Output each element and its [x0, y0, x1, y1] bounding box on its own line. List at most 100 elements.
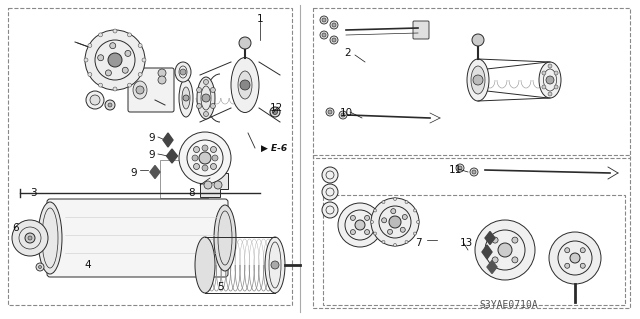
Circle shape: [322, 18, 326, 22]
FancyBboxPatch shape: [413, 21, 429, 39]
Polygon shape: [163, 133, 173, 147]
Circle shape: [330, 36, 338, 44]
Ellipse shape: [195, 237, 215, 293]
Circle shape: [158, 69, 166, 77]
Circle shape: [36, 263, 44, 271]
Circle shape: [389, 216, 401, 228]
Circle shape: [498, 243, 512, 257]
Circle shape: [542, 85, 546, 89]
Bar: [313, 8, 630, 158]
Circle shape: [472, 34, 484, 46]
Text: 10: 10: [340, 108, 353, 118]
Circle shape: [472, 170, 476, 174]
Circle shape: [365, 230, 369, 234]
Polygon shape: [150, 166, 160, 179]
Ellipse shape: [238, 71, 252, 99]
Circle shape: [326, 108, 334, 116]
Bar: [8, 8, 292, 305]
Circle shape: [332, 38, 336, 42]
Circle shape: [108, 103, 112, 107]
Circle shape: [183, 95, 189, 101]
Text: 9: 9: [148, 133, 156, 143]
Circle shape: [542, 71, 546, 75]
Circle shape: [546, 76, 554, 84]
Circle shape: [138, 72, 142, 77]
Circle shape: [196, 87, 202, 93]
Circle shape: [512, 257, 518, 263]
Text: 6: 6: [13, 223, 19, 233]
Circle shape: [192, 155, 198, 161]
Circle shape: [339, 111, 347, 119]
Ellipse shape: [133, 81, 147, 99]
Ellipse shape: [182, 87, 190, 109]
Circle shape: [458, 166, 462, 170]
Ellipse shape: [231, 57, 259, 113]
Circle shape: [394, 243, 397, 247]
Text: 8: 8: [188, 188, 195, 198]
Circle shape: [351, 230, 355, 234]
Circle shape: [580, 248, 585, 253]
Circle shape: [38, 265, 42, 269]
Circle shape: [211, 87, 216, 93]
Ellipse shape: [175, 62, 191, 82]
Circle shape: [204, 181, 212, 189]
Circle shape: [28, 236, 32, 240]
Circle shape: [470, 168, 478, 176]
Circle shape: [108, 53, 122, 67]
Circle shape: [199, 152, 211, 164]
Circle shape: [193, 163, 200, 169]
Circle shape: [328, 110, 332, 114]
Circle shape: [106, 70, 111, 76]
Circle shape: [180, 69, 186, 75]
Circle shape: [158, 76, 166, 84]
Circle shape: [202, 94, 210, 102]
Circle shape: [403, 214, 407, 219]
Circle shape: [332, 23, 336, 27]
Circle shape: [211, 146, 216, 152]
Circle shape: [371, 220, 374, 224]
Polygon shape: [200, 173, 228, 197]
Ellipse shape: [179, 79, 193, 117]
Circle shape: [84, 58, 88, 62]
Circle shape: [99, 83, 102, 87]
Circle shape: [371, 198, 419, 246]
Circle shape: [138, 43, 142, 48]
Circle shape: [127, 33, 131, 37]
Text: 13: 13: [460, 238, 473, 248]
Circle shape: [240, 80, 250, 90]
Circle shape: [400, 227, 405, 232]
Circle shape: [351, 215, 355, 220]
Circle shape: [322, 167, 338, 183]
Polygon shape: [482, 245, 492, 259]
Circle shape: [270, 107, 280, 117]
Text: 2: 2: [345, 48, 351, 58]
Circle shape: [548, 64, 552, 68]
Circle shape: [564, 248, 570, 253]
Circle shape: [204, 112, 209, 116]
Circle shape: [125, 50, 131, 56]
Circle shape: [473, 75, 483, 85]
FancyBboxPatch shape: [128, 68, 174, 112]
Circle shape: [405, 241, 408, 243]
Text: 1: 1: [257, 14, 263, 24]
Circle shape: [391, 209, 396, 214]
Circle shape: [382, 241, 385, 243]
Text: 12: 12: [269, 103, 283, 113]
Circle shape: [492, 237, 498, 243]
Text: 9: 9: [148, 150, 156, 160]
Circle shape: [413, 209, 417, 212]
Circle shape: [202, 165, 208, 171]
Circle shape: [374, 209, 376, 212]
Circle shape: [85, 30, 145, 90]
Circle shape: [330, 21, 338, 29]
Circle shape: [374, 232, 376, 235]
Circle shape: [109, 43, 116, 49]
Circle shape: [202, 145, 208, 151]
Circle shape: [554, 71, 558, 75]
Bar: [313, 155, 630, 308]
Circle shape: [456, 164, 464, 172]
Circle shape: [381, 218, 387, 223]
Polygon shape: [487, 261, 497, 273]
Circle shape: [86, 91, 104, 109]
Circle shape: [179, 132, 231, 184]
